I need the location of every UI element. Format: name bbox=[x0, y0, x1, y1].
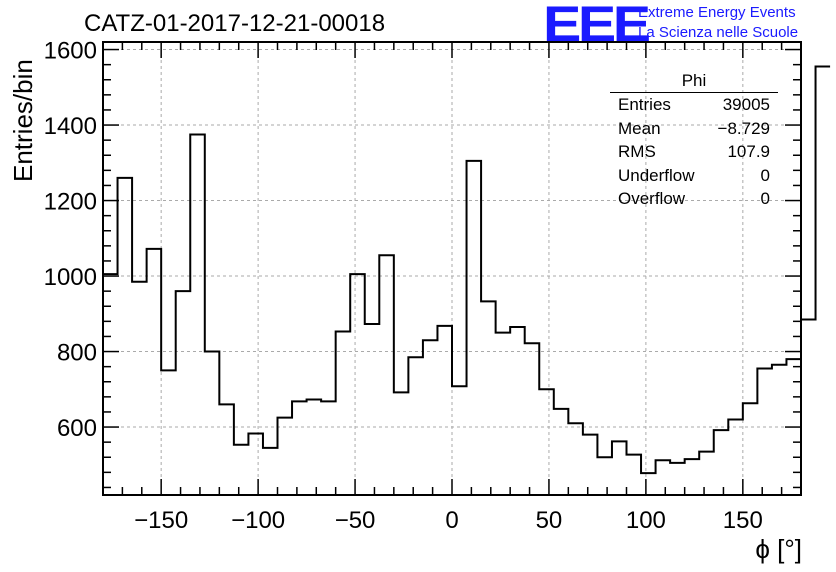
y-tick-label: 1200 bbox=[44, 189, 97, 216]
y-tick-label: 1400 bbox=[44, 113, 97, 140]
stats-value: 0 bbox=[760, 189, 770, 208]
y-axis-label: Entries/bin bbox=[8, 59, 38, 182]
axis-ticks bbox=[102, 42, 802, 495]
y-tick-label: 1600 bbox=[44, 38, 97, 65]
eee-logo: EEE bbox=[543, 0, 651, 52]
x-tick-label: 50 bbox=[536, 507, 563, 534]
stats-value: 107.9 bbox=[727, 142, 770, 161]
plot-frame bbox=[102, 41, 802, 496]
stats-value: 0 bbox=[760, 165, 770, 185]
x-tick-label: 150 bbox=[723, 507, 763, 534]
stats-row: Overflow 0 bbox=[610, 187, 778, 211]
stats-row: Entries 39005 bbox=[610, 93, 778, 117]
histogram-line bbox=[102, 65, 831, 495]
x-tick-label: 100 bbox=[626, 507, 666, 534]
stats-name: Phi bbox=[610, 71, 778, 93]
stats-label: Overflow bbox=[618, 189, 686, 208]
x-tick-label: −150 bbox=[134, 507, 188, 534]
x-axis-label: ϕ [°] bbox=[755, 534, 802, 564]
stats-value: 39005 bbox=[722, 95, 770, 114]
tick-labels: −150 −100 −50 0 50 100 150 600 800 1000 1200 1400 16… bbox=[44, 38, 763, 534]
stats-box: Phi Entries 39005 Mean −8.729 RMS 107.9 Und… bbox=[610, 71, 778, 211]
y-tick-label: 800 bbox=[57, 340, 97, 367]
x-tick-label: 0 bbox=[445, 507, 458, 534]
stats-value: −8.729 bbox=[717, 118, 770, 138]
x-tick-label: −100 bbox=[231, 507, 285, 534]
stats-label: Underflow bbox=[618, 165, 695, 185]
stats-row: RMS 107.9 bbox=[610, 140, 778, 164]
stats-label: Mean bbox=[618, 118, 661, 138]
stats-label: Entries bbox=[618, 95, 671, 114]
y-tick-label: 1000 bbox=[44, 264, 97, 291]
stats-row: Mean −8.729 bbox=[610, 117, 778, 141]
stats-label: RMS bbox=[618, 142, 656, 161]
x-tick-label: −50 bbox=[335, 507, 376, 534]
logo-line-2: La Scienza nelle Scuole bbox=[638, 24, 799, 41]
logo-line-1: Extreme Energy Events bbox=[638, 4, 796, 21]
stats-row: Underflow 0 bbox=[610, 164, 778, 188]
chart-title: CATZ-01-2017-12-21-00018 bbox=[84, 10, 386, 37]
y-tick-label: 600 bbox=[57, 415, 97, 442]
